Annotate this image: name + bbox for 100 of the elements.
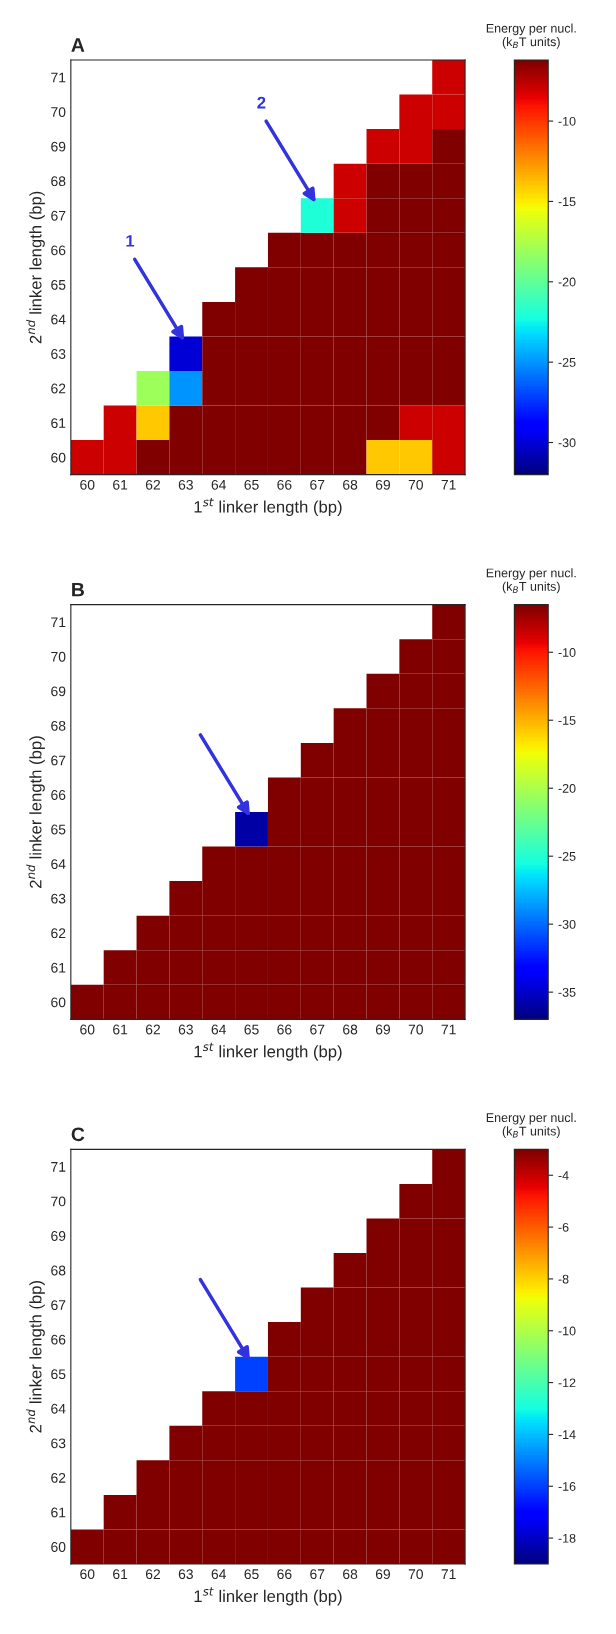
chart-title: A: [71, 38, 85, 52]
y-tick-label: 60: [51, 1542, 66, 1552]
y-tick-label: 64: [51, 1403, 66, 1414]
color-bar-title: Energy per nucl. (k$_{B}$T units): [486, 568, 576, 594]
y-tick-label: 70: [51, 651, 66, 662]
y-tick-label: 61: [51, 418, 66, 428]
y-tick-label: 71: [51, 1162, 66, 1172]
annotation: 1: [126, 235, 135, 247]
x-tick-label: 68: [343, 479, 358, 490]
x-tick-label: 70: [408, 1024, 423, 1035]
x-tick-label: 62: [145, 479, 160, 490]
x-tick-label: 64: [211, 1024, 226, 1035]
x-tick-label: 61: [113, 479, 128, 490]
y-tick-label: 66: [51, 1334, 66, 1345]
y-tick-label: 61: [51, 1507, 66, 1518]
y-tick-label: 67: [51, 755, 66, 766]
y-axis-title: 2$^{nd}$ linker length (bp): [26, 736, 45, 888]
x-tick-label: 68: [343, 1024, 358, 1035]
color-bar-label: -15: [558, 197, 576, 207]
color-bar-label: -30: [558, 919, 576, 929]
y-tick-label: 70: [51, 107, 66, 117]
x-tick-label: 65: [244, 479, 259, 490]
x-tick-label: 63: [178, 479, 193, 490]
y-tick-label: 67: [51, 210, 66, 221]
x-tick-label: 67: [310, 1569, 325, 1580]
y-tick-label: 67: [51, 1300, 66, 1310]
color-bar-label: -18: [558, 1533, 576, 1543]
y-tick-label: 71: [51, 72, 66, 83]
x-tick-label: 66: [277, 1569, 292, 1580]
y-tick-label: 61: [51, 962, 66, 973]
chart-title: C: [71, 1127, 85, 1142]
color-bar-label: -4: [558, 1171, 569, 1180]
x-tick-label: 60: [80, 1569, 95, 1580]
y-tick-label: 65: [51, 824, 66, 835]
color-bar-label: -12: [558, 1378, 576, 1388]
y-tick-label: 62: [51, 383, 66, 394]
x-axis-title: 1$^{st}$ linker length (bp): [194, 498, 342, 517]
y-tick-label: 60: [51, 997, 66, 1008]
y-axis-title: 2$^{nd}$ linker length (bp): [26, 191, 45, 344]
color-bar-label: -35: [558, 987, 576, 997]
y-tick-label: 62: [51, 1472, 66, 1483]
y-tick-label: 68: [51, 1265, 66, 1276]
x-tick-label: 69: [375, 1024, 391, 1035]
y-tick-label: 63: [51, 349, 66, 359]
x-tick-label: 60: [80, 1024, 95, 1035]
y-tick-label: 66: [51, 245, 66, 256]
x-tick-label: 69: [375, 479, 391, 490]
x-tick-label: 61: [113, 1569, 128, 1580]
color-bar-label: -8: [558, 1274, 569, 1284]
x-tick-label: 64: [211, 479, 226, 490]
y-tick-label: 64: [51, 314, 66, 325]
color-bar-label: -20: [558, 784, 576, 793]
x-tick-label: 71: [441, 1569, 456, 1579]
x-axis-title: 1$^{st}$ linker length (bp): [194, 1587, 342, 1606]
y-tick-label: 70: [51, 1196, 66, 1207]
y-tick-label: 69: [51, 141, 66, 152]
y-tick-label: 63: [51, 893, 66, 904]
color-bar-label: -20: [558, 277, 576, 287]
y-axis-title: 2$^{nd}$ linker length (bp): [26, 1281, 45, 1433]
color-bar-label: -14: [558, 1430, 576, 1439]
y-tick-label: 66: [51, 790, 66, 800]
y-tick-label: 69: [51, 686, 66, 697]
y-tick-label: 60: [51, 452, 66, 463]
annotation: 2: [257, 96, 266, 109]
x-tick-label: 70: [408, 1569, 423, 1580]
y-tick-label: 62: [51, 928, 66, 939]
y-tick-label: 65: [51, 1369, 66, 1380]
x-tick-label: 66: [277, 479, 292, 490]
color-bar-label: -16: [558, 1482, 576, 1491]
y-tick-label: 63: [51, 1438, 66, 1449]
x-tick-label: 69: [375, 1569, 391, 1580]
color-bar-label: -10: [558, 116, 576, 126]
x-tick-label: 70: [408, 479, 423, 490]
y-tick-label: 68: [51, 176, 66, 187]
x-tick-label: 62: [145, 1024, 160, 1035]
y-tick-label: 71: [51, 617, 66, 627]
x-tick-label: 62: [145, 1569, 160, 1580]
color-bar-label: -25: [558, 357, 576, 367]
color-bar-title: Energy per nucl. (k$_{B}$T units): [486, 23, 576, 49]
color-bar-label: -10: [558, 648, 576, 657]
x-tick-label: 67: [310, 479, 325, 490]
y-tick-label: 69: [51, 1231, 66, 1241]
x-tick-label: 63: [178, 1569, 193, 1580]
x-tick-label: 60: [80, 479, 95, 490]
x-tick-label: 65: [244, 1024, 259, 1035]
color-bar-label: -10: [558, 1326, 576, 1336]
color-bar-label: -6: [558, 1222, 569, 1232]
color-bar-label: -15: [558, 716, 576, 725]
x-tick-label: 64: [211, 1569, 226, 1580]
color-bar-label: -25: [558, 851, 576, 861]
x-tick-label: 61: [113, 1024, 128, 1035]
x-tick-label: 66: [277, 1024, 292, 1035]
x-tick-label: 68: [343, 1569, 358, 1580]
x-tick-label: 71: [441, 480, 456, 490]
x-tick-label: 63: [178, 1024, 193, 1035]
x-axis-title: 1$^{st}$ linker length (bp): [194, 1042, 342, 1061]
y-tick-label: 64: [51, 859, 66, 869]
y-tick-label: 65: [51, 279, 66, 290]
x-tick-label: 67: [310, 1024, 325, 1035]
x-tick-label: 71: [441, 1024, 456, 1035]
